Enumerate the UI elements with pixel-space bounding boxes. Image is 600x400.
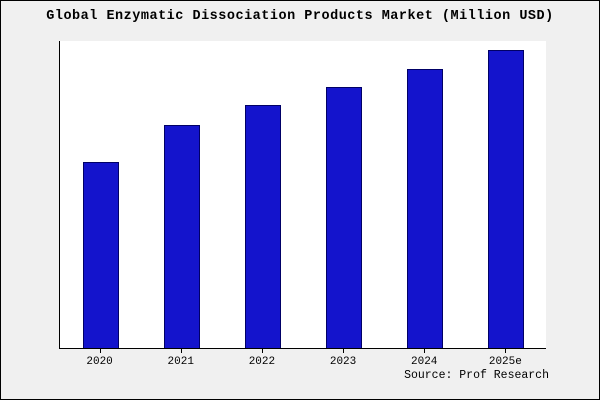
bar-slot-2022 [244,41,281,348]
bar-slot-2021 [163,41,200,348]
bar-slot-2024 [406,41,443,348]
x-label-text: 2025e [488,356,522,368]
x-label-text: 2023 [329,356,357,368]
x-label-text: 2021 [167,356,194,368]
bar-slot-2025e [487,41,524,348]
x-label-text: 2022 [248,356,276,368]
bar-slot-2023 [325,41,362,348]
x-label-2020: 2020 [82,349,118,369]
bar-2020 [82,162,119,348]
plot-area [59,41,546,349]
bar-slot-2020 [82,41,119,348]
source-credit: Source: Prof Research [404,369,549,382]
bar-2025e [487,50,524,348]
bars [60,41,546,348]
axis-tick [99,349,101,353]
bar-2023 [325,87,362,348]
axis-tick [343,349,345,353]
x-label-text: 2020 [86,356,113,368]
axis-tick [261,349,263,353]
x-label-2021: 2021 [163,349,199,369]
bar-2024 [406,68,443,348]
x-label-2025e: 2025e [487,349,523,369]
x-label-2023: 2023 [325,349,361,369]
x-label-text: 2024 [411,356,438,368]
axis-tick [505,349,507,353]
x-axis-labels: 2020 2021 2022 2023 2024 2025e [59,349,546,369]
bar-2021 [163,125,200,348]
axis-tick [180,349,182,353]
bar-2022 [244,105,281,348]
x-label-2022: 2022 [244,349,280,369]
chart-title: Global Enzymatic Dissociation Products M… [46,9,554,24]
x-label-2024: 2024 [406,349,442,369]
axis-tick [424,349,426,353]
